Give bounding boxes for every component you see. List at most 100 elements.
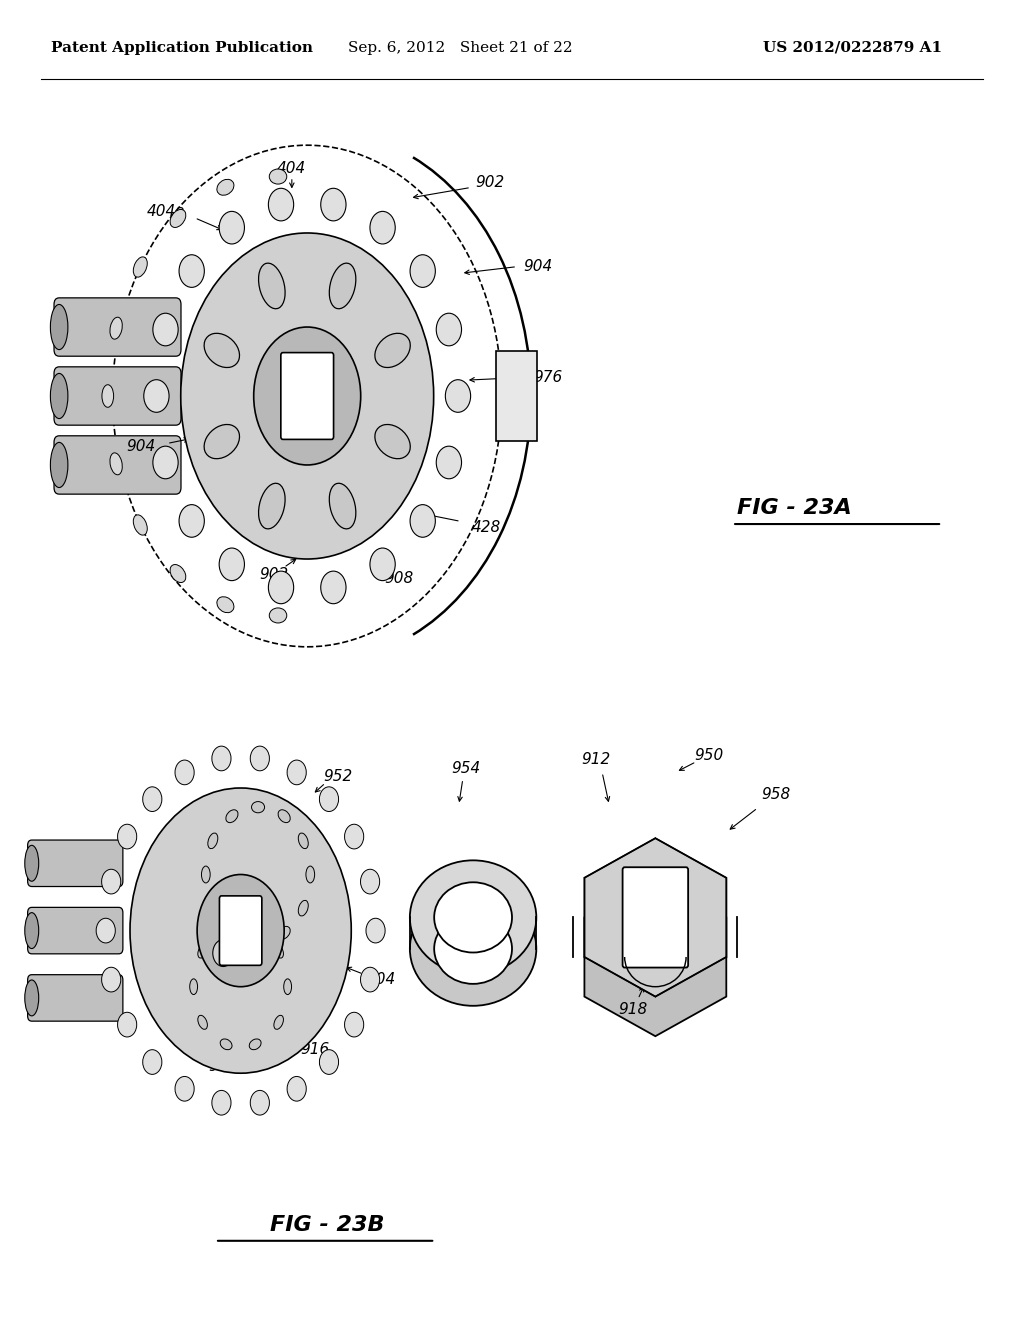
Circle shape	[101, 968, 121, 991]
FancyBboxPatch shape	[28, 840, 123, 887]
Circle shape	[179, 255, 205, 288]
Text: 954: 954	[452, 760, 480, 776]
Circle shape	[254, 327, 360, 465]
Ellipse shape	[375, 425, 411, 459]
FancyBboxPatch shape	[623, 867, 688, 968]
Circle shape	[370, 548, 395, 581]
Circle shape	[175, 1076, 195, 1101]
Ellipse shape	[217, 597, 233, 612]
Text: 906: 906	[209, 1059, 238, 1074]
Circle shape	[101, 870, 121, 894]
Circle shape	[344, 824, 364, 849]
Circle shape	[445, 380, 471, 412]
Circle shape	[319, 787, 339, 812]
Ellipse shape	[102, 384, 114, 408]
Circle shape	[213, 940, 233, 966]
Ellipse shape	[252, 801, 264, 813]
Ellipse shape	[258, 483, 285, 529]
Circle shape	[153, 313, 178, 346]
Ellipse shape	[133, 257, 147, 277]
Circle shape	[142, 787, 162, 812]
Ellipse shape	[249, 1039, 261, 1049]
Ellipse shape	[306, 866, 314, 883]
Text: 952: 952	[324, 768, 352, 784]
Ellipse shape	[434, 882, 512, 953]
Ellipse shape	[25, 912, 39, 949]
Ellipse shape	[198, 944, 208, 958]
Ellipse shape	[252, 936, 264, 948]
Circle shape	[366, 919, 385, 942]
Circle shape	[250, 746, 269, 771]
Text: 950: 950	[694, 747, 723, 763]
Circle shape	[360, 870, 380, 894]
Circle shape	[153, 446, 178, 479]
Polygon shape	[585, 878, 726, 1036]
FancyBboxPatch shape	[496, 351, 537, 441]
Circle shape	[360, 968, 380, 991]
Circle shape	[321, 572, 346, 603]
Ellipse shape	[434, 913, 512, 983]
Ellipse shape	[25, 979, 39, 1016]
Ellipse shape	[202, 866, 210, 883]
Text: Patent Application Publication: Patent Application Publication	[51, 41, 313, 54]
Circle shape	[268, 572, 294, 603]
Ellipse shape	[269, 169, 287, 183]
Ellipse shape	[217, 180, 233, 195]
FancyBboxPatch shape	[219, 896, 262, 965]
Text: 912: 912	[582, 751, 610, 767]
Ellipse shape	[208, 900, 218, 916]
Circle shape	[130, 788, 351, 1073]
Ellipse shape	[189, 979, 198, 994]
Text: 902: 902	[260, 566, 289, 582]
Ellipse shape	[279, 927, 290, 940]
Ellipse shape	[110, 453, 122, 475]
Text: US 2012/0222879 A1: US 2012/0222879 A1	[763, 41, 942, 54]
Circle shape	[118, 1012, 137, 1038]
Circle shape	[268, 189, 294, 220]
Circle shape	[197, 874, 284, 987]
Ellipse shape	[298, 900, 308, 916]
Ellipse shape	[330, 483, 356, 529]
Circle shape	[436, 313, 462, 346]
Ellipse shape	[204, 333, 240, 367]
Text: 428: 428	[472, 520, 501, 536]
FancyBboxPatch shape	[54, 367, 181, 425]
Circle shape	[219, 548, 245, 581]
Ellipse shape	[284, 979, 292, 994]
Circle shape	[180, 232, 434, 560]
Ellipse shape	[110, 317, 122, 339]
Text: 904: 904	[137, 945, 166, 961]
FancyBboxPatch shape	[54, 298, 181, 356]
Ellipse shape	[170, 565, 185, 582]
Ellipse shape	[226, 927, 238, 940]
Circle shape	[287, 1076, 306, 1101]
Circle shape	[436, 446, 462, 479]
FancyBboxPatch shape	[281, 352, 334, 440]
Text: 916: 916	[301, 1041, 330, 1057]
Ellipse shape	[273, 1015, 284, 1030]
Text: 958: 958	[762, 787, 791, 803]
Ellipse shape	[410, 892, 537, 1006]
Ellipse shape	[410, 861, 537, 974]
Ellipse shape	[208, 833, 218, 849]
FancyBboxPatch shape	[54, 436, 181, 494]
Ellipse shape	[226, 809, 238, 822]
Text: 404: 404	[278, 161, 306, 177]
Circle shape	[143, 380, 169, 412]
Ellipse shape	[298, 833, 308, 849]
Polygon shape	[585, 838, 726, 997]
Ellipse shape	[25, 845, 39, 882]
Ellipse shape	[170, 210, 185, 227]
FancyBboxPatch shape	[28, 974, 123, 1022]
Ellipse shape	[198, 1015, 208, 1030]
Ellipse shape	[330, 263, 356, 309]
Text: Sep. 6, 2012   Sheet 21 of 22: Sep. 6, 2012 Sheet 21 of 22	[348, 41, 573, 54]
Circle shape	[142, 1049, 162, 1074]
Circle shape	[321, 189, 346, 220]
Circle shape	[250, 1090, 269, 1115]
Ellipse shape	[375, 333, 411, 367]
FancyBboxPatch shape	[28, 907, 123, 954]
Ellipse shape	[258, 263, 285, 309]
Circle shape	[219, 211, 245, 244]
Ellipse shape	[220, 1039, 232, 1049]
